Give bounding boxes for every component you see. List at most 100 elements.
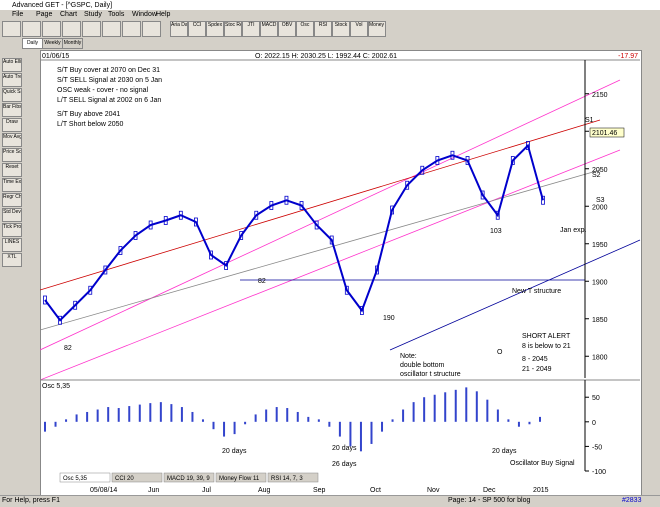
osc-bar (254, 414, 257, 422)
period-tabs: Daily Weekly Monthly (22, 38, 222, 49)
annotation: L/T Short below 2050 (57, 121, 124, 128)
osc-bar (75, 414, 78, 422)
price-bar (465, 156, 470, 165)
annotation: S/T Buy above 2041 (57, 111, 120, 118)
annotation: 8 is below to 21 (522, 343, 571, 350)
annotation: 103 (490, 228, 502, 235)
menu-item[interactable]: Chart (60, 11, 78, 18)
osc-bar (96, 409, 99, 422)
price-bar (299, 201, 304, 210)
last-price-box (589, 127, 625, 138)
tool-icon[interactable] (42, 21, 61, 37)
tool-icon[interactable] (62, 21, 81, 37)
left-tool[interactable]: Quick Save (2, 88, 22, 102)
tool-icon[interactable] (2, 21, 21, 37)
toolbar-button[interactable]: Stoc Reg (224, 21, 242, 37)
study-tab[interactable] (59, 472, 111, 483)
status-bar: For Help, press F1 Page: 14 - SP 500 for … (0, 495, 660, 507)
menu-item[interactable]: Help (156, 11, 171, 18)
osc-bar (138, 404, 141, 422)
toolbar-button[interactable]: RSI (314, 21, 332, 37)
toolbar-button[interactable]: Money Flow (368, 21, 386, 37)
menu-item[interactable]: Page (36, 11, 53, 18)
toolbar-button[interactable]: Osc (296, 21, 314, 37)
tool-icon[interactable] (82, 21, 101, 37)
menu-item[interactable]: Study (84, 11, 102, 18)
tool-icon[interactable] (22, 21, 41, 37)
left-tool[interactable]: LINES (2, 238, 22, 252)
y-tick-label: 1850 (592, 317, 608, 324)
left-tool[interactable]: Auto Elliot (2, 58, 22, 72)
toolbar-button[interactable]: JTI (242, 21, 260, 37)
annotation: S1 (585, 117, 594, 124)
annotation: Note: (400, 353, 417, 360)
annotation: 8 - 2045 (522, 356, 548, 363)
price-bar (450, 150, 455, 160)
annotation: S/T Buy cover at 2070 on Dec 31 (57, 67, 160, 74)
left-tool[interactable]: Bar Fibs (2, 103, 22, 117)
osc-bar (412, 402, 415, 422)
osc-bar (201, 419, 204, 422)
annotation: S3 (596, 197, 605, 204)
osc-bar (317, 419, 320, 422)
osc-label: Osc 5,35 (42, 383, 70, 390)
y-tick-label: 2000 (592, 204, 608, 211)
annotation: 21 - 2049 (522, 366, 552, 373)
osc-bar (54, 421, 57, 427)
toolbar-button[interactable]: Vol (350, 21, 368, 37)
osc-bar (475, 391, 478, 422)
window-title: Advanced GET - [^GSPC, Daily] (12, 2, 113, 9)
toolbar-button[interactable]: Stock (332, 21, 350, 37)
osc-annotation: 20 days (222, 448, 247, 455)
osc-bar (539, 416, 541, 422)
osc-tick-label: -100 (592, 469, 606, 476)
menu-item[interactable]: Window (132, 11, 157, 18)
period-tab[interactable]: Weekly (42, 38, 63, 49)
price-bar (254, 210, 259, 220)
left-tool[interactable]: Reset (2, 163, 22, 177)
left-tool[interactable]: Tick Profile (2, 223, 22, 237)
toolbar-button[interactable]: CCI (188, 21, 206, 37)
menu-item[interactable]: File (12, 11, 24, 18)
price-bar (73, 300, 78, 310)
left-tool[interactable]: Time Ext (2, 178, 22, 192)
left-tool[interactable]: Auto Trend (2, 73, 22, 87)
price-bar (541, 195, 545, 205)
menu-item[interactable]: Tools (108, 11, 125, 18)
toolbar-button[interactable]: Spdex (206, 21, 224, 37)
price-bar (178, 210, 183, 220)
osc-bar (128, 406, 131, 422)
period-tab[interactable]: Daily (22, 38, 43, 49)
tool-icon[interactable] (102, 21, 121, 37)
study-tab[interactable] (111, 472, 163, 483)
channel-line (40, 169, 601, 331)
study-tab[interactable] (215, 472, 267, 483)
left-tool[interactable]: XTL (2, 253, 22, 267)
price-bar (148, 220, 153, 230)
info-ohlc: O: 2022.15 H: 2030.25 L: 1992.44 C: 2002… (255, 53, 397, 60)
price-bar (118, 246, 123, 255)
osc-bar (444, 392, 447, 422)
annotation: L/T SELL Signal at 2002 on 6 Jan (57, 97, 161, 104)
period-tab[interactable]: Monthly (62, 38, 83, 49)
left-tool[interactable]: Regr Chan (2, 193, 22, 207)
study-tab[interactable] (163, 472, 215, 483)
price-bar (194, 217, 198, 227)
left-tool[interactable]: Price Scale (2, 148, 22, 162)
left-tool[interactable]: Std Dev (2, 208, 22, 222)
date-label: Sep (313, 487, 326, 494)
osc-bar (107, 407, 110, 422)
price-bar (495, 210, 500, 220)
price-bar (209, 250, 213, 260)
left-tool[interactable]: Mov Avg (2, 133, 22, 147)
tool-icon[interactable] (142, 21, 161, 37)
osc-tick-label: 50 (592, 395, 600, 402)
osc-bar (359, 421, 362, 452)
tool-icon[interactable] (122, 21, 141, 37)
left-tool[interactable]: Draw (2, 118, 22, 132)
y-tick-label: 1950 (592, 242, 608, 249)
study-tab[interactable] (267, 472, 319, 483)
toolbar-button[interactable]: OBV (278, 21, 296, 37)
toolbar-button[interactable]: Aria Data (170, 21, 188, 37)
toolbar-button[interactable]: MACD (260, 21, 278, 37)
